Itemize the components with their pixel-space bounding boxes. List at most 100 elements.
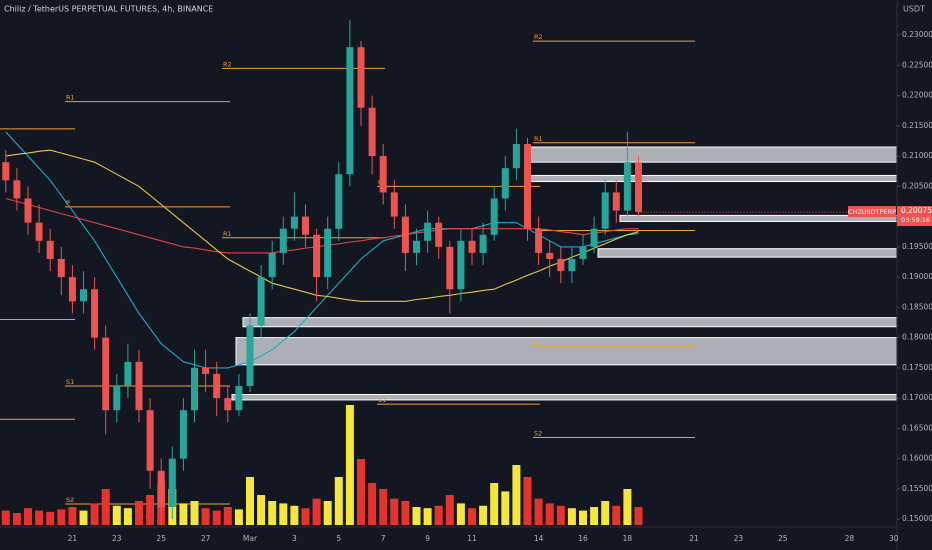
volume-bar [57,509,66,525]
candle-body [612,192,620,211]
volume-bar [401,501,410,525]
zone [619,214,897,222]
volume-bar [46,511,55,525]
zone [242,317,897,328]
volume-bar [257,495,266,525]
candle-body [490,198,498,235]
volume-bar [312,498,321,525]
volume-bar [368,483,377,525]
candle-body [279,228,287,253]
candle-body [124,361,132,387]
volume-bar [24,508,32,525]
volume-bar [523,477,532,525]
x-tick-label: 14 [534,534,544,543]
x-tick-label: 25 [778,534,788,543]
candle-body [324,228,332,278]
y-tick-label: 0.17500 [902,363,932,372]
candle-body [268,252,276,278]
y-tick-label: 0.16000 [902,454,932,463]
volume-bar [423,508,432,525]
candle-body [2,162,10,181]
x-tick-label: 7 [381,534,386,543]
y-tick-label: 0.17000 [902,393,932,402]
x-tick-label: 25 [156,534,166,543]
pivot-label: R2 [534,33,543,41]
y-tick-label: 0.22000 [902,91,932,100]
y-tick-label: 0.16500 [902,423,932,432]
candle-body [623,162,631,211]
volume-bar [246,477,254,525]
candle-body [168,458,176,508]
candle-body [135,361,143,411]
y-tick-label: 0.22500 [902,60,932,69]
candle-body [590,228,598,247]
candle-body [501,168,509,199]
pivot-label: R1 [534,135,543,143]
candle-body [35,222,43,241]
currency: USDT [903,5,925,14]
pivot-label: S1 [378,396,386,404]
y-tick-label: 0.20500 [902,181,932,190]
x-tick-label: 23 [734,534,744,543]
x-tick-label: 5 [336,534,341,543]
volume-bar [201,508,210,525]
candle-body [302,216,309,235]
candle-body [335,174,343,229]
candle-body [13,180,21,199]
x-tick-label: 23 [112,534,122,543]
volume-bar [35,510,44,525]
volume-bar [490,483,499,525]
candle-body [446,246,454,290]
candle-body [113,386,121,411]
volume-bar [390,498,399,525]
moving-average [5,197,639,254]
candle-body [191,367,198,411]
volume-bar [590,507,599,525]
candle-body [46,240,54,259]
volume-bar [601,501,610,525]
candle-body [424,222,432,241]
volume-bar [412,507,421,525]
volume-bar [556,505,565,525]
volume-bar [468,508,476,525]
x-tick-label: 16 [578,534,588,543]
x-tick-label: 21 [68,534,78,543]
zone [231,393,897,401]
zone [529,146,897,163]
volume-bar [79,510,88,525]
candle-body [401,216,409,253]
candle-body [457,240,465,290]
candle-body [435,222,443,247]
volume-bar [545,503,554,525]
volume-bar [501,491,510,525]
candle-body [635,162,642,213]
candle-body [468,240,476,253]
y-tick-label: 0.23000 [902,30,932,39]
volume-bar [479,505,488,525]
pivot-label: R1 [223,230,232,238]
volume-bar [534,498,543,525]
candle-body [68,277,76,302]
y-tick-label: 0.21000 [902,151,932,160]
volume-bar [212,510,221,525]
volume-bar [1,510,10,525]
price-box [897,206,932,227]
candle-body [24,198,32,223]
plot: R1PS1S2R2R1PS1R2R1PS2 [0,19,897,526]
candle-body [91,289,99,338]
volume-bar [334,477,343,525]
x-tick-label: 11 [467,534,477,543]
volume-bar [434,505,443,525]
pivot-label: S2 [534,429,542,437]
zone [529,174,897,183]
candle-body [57,258,65,278]
candle-body [179,410,187,459]
volume-bar [101,489,110,525]
volume-bar [512,465,521,525]
candle-body [512,144,520,169]
volume-bar [345,405,354,525]
volume-bar [279,503,288,525]
